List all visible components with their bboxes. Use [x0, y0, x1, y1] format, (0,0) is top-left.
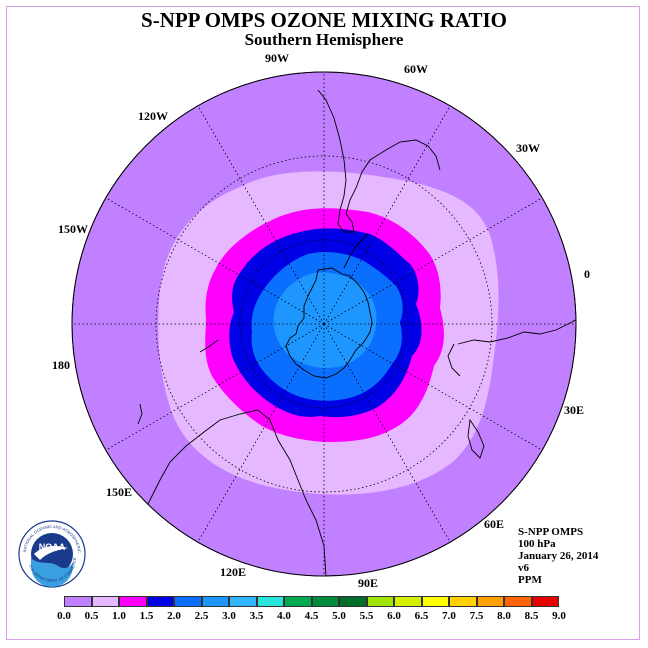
colorbar-segment: [421, 596, 449, 607]
colorbar-ticks: 0.0 0.5 1.0 1.5 2.0 2.5 3.0 3.5 4.0 4.5 5.0 5.5 6.0 6…: [0, 610, 648, 624]
colorbar-segment: [311, 596, 339, 607]
colorbar-tick-label: 6.0: [387, 610, 401, 622]
colorbar-tick-label: 0.5: [84, 610, 99, 622]
south-america-coastline: [317, 89, 441, 233]
colorbar-tick-label: 1.0: [112, 610, 126, 622]
colorbar-tick-label: 3.0: [222, 610, 236, 622]
lon-label-30e: 30E: [564, 403, 584, 417]
info-date: January 26, 2014: [518, 550, 599, 562]
logo-text: NOAA: [39, 542, 66, 552]
info-units: PPM: [518, 574, 542, 586]
colorbar-segment: [449, 596, 477, 607]
colorbar-tick-label: 2.5: [194, 610, 209, 622]
colorbar-segment: [476, 596, 504, 607]
info-version: v6: [518, 562, 529, 574]
south-africa-tip: [447, 343, 461, 377]
lon-label-60e: 60E: [484, 517, 504, 531]
colorbar-tick-label: 8.0: [497, 610, 511, 622]
colorbar-segment: [531, 596, 559, 607]
colorbar-tick-label: 3.5: [249, 610, 264, 622]
lon-label-90e: 90E: [358, 576, 378, 590]
coastlines: [137, 89, 576, 576]
lon-label-120w: 120W: [138, 109, 168, 123]
africa-coastline: [457, 315, 576, 345]
colorbar-tick-label: 0.0: [57, 610, 71, 622]
colorbar-segment: [256, 596, 284, 607]
colorbar-tick-label: 4.0: [277, 610, 291, 622]
colorbar-segment: [201, 596, 229, 607]
colorbar-tick-label: 5.5: [359, 610, 374, 622]
colorbar-segment: [284, 596, 312, 607]
info-box: S-NPP OMPS 100 hPa January 26, 2014 v6 P…: [518, 526, 598, 586]
australia-coastline: [139, 409, 327, 576]
colorbar-segment: [394, 596, 422, 607]
lon-label-60w: 60W: [404, 62, 428, 76]
colorbar-tick-label: 4.5: [304, 610, 319, 622]
colorbar-tick-label: 9.0: [552, 610, 566, 622]
info-instrument: S-NPP OMPS: [518, 526, 584, 538]
lon-label-120e: 120E: [220, 565, 246, 579]
colorbar: [64, 596, 559, 607]
logo-bird: [34, 546, 68, 560]
antarctic-peninsula-coastline: [343, 233, 369, 269]
colorbar-segment: [229, 596, 257, 607]
lon-label-150w: 150W: [58, 222, 88, 236]
logo-wave: [31, 558, 73, 587]
lon-label-30w: 30W: [516, 141, 540, 155]
antarctica-coastline: [285, 267, 373, 379]
lon-label-0: 0: [584, 267, 590, 281]
map-subtitle: Southern Hemisphere: [244, 30, 404, 49]
graticule: [71, 71, 577, 577]
colorbar-segment: [91, 596, 119, 607]
colorbar-tick-label: 6.5: [414, 610, 429, 622]
colorbar-segment: [146, 596, 174, 607]
colorbar-segment: [64, 596, 92, 607]
colorbar-tick-label: 2.0: [167, 610, 181, 622]
madagascar-coastline: [467, 418, 485, 459]
colorbar-tick-label: 7.5: [469, 610, 484, 622]
colorbar-tick-label: 5.0: [332, 610, 346, 622]
longitude-labels: 0 30W 60W 90W 120W 150W 180 150E 120E 90…: [52, 51, 590, 590]
colorbar-tick-label: 8.5: [524, 610, 539, 622]
colorbar-segment: [174, 596, 202, 607]
lon-label-150e: 150E: [106, 485, 132, 499]
plot-frame: [6, 6, 640, 640]
lon-label-180: 180: [52, 358, 70, 372]
colorbar-segment: [366, 596, 394, 607]
colorbar-segment: [504, 596, 532, 607]
contour-band-2.5-3.0: [273, 272, 377, 368]
map-title: S-NPP OMPS OZONE MIXING RATIO: [141, 8, 507, 32]
colorbar-segment: [339, 596, 367, 607]
new-zealand-coastline: [137, 339, 219, 425]
lon-label-90w: 90W: [265, 51, 289, 65]
colorbar-tick-label: 1.5: [139, 610, 154, 622]
colorbar-tick-label: 7.0: [442, 610, 456, 622]
noaa-logo: NOAA NATIONAL OCEANIC AND ATMOSPHERIC AD…: [18, 520, 86, 588]
info-level: 100 hPa: [518, 538, 556, 550]
colorbar-segment: [119, 596, 147, 607]
